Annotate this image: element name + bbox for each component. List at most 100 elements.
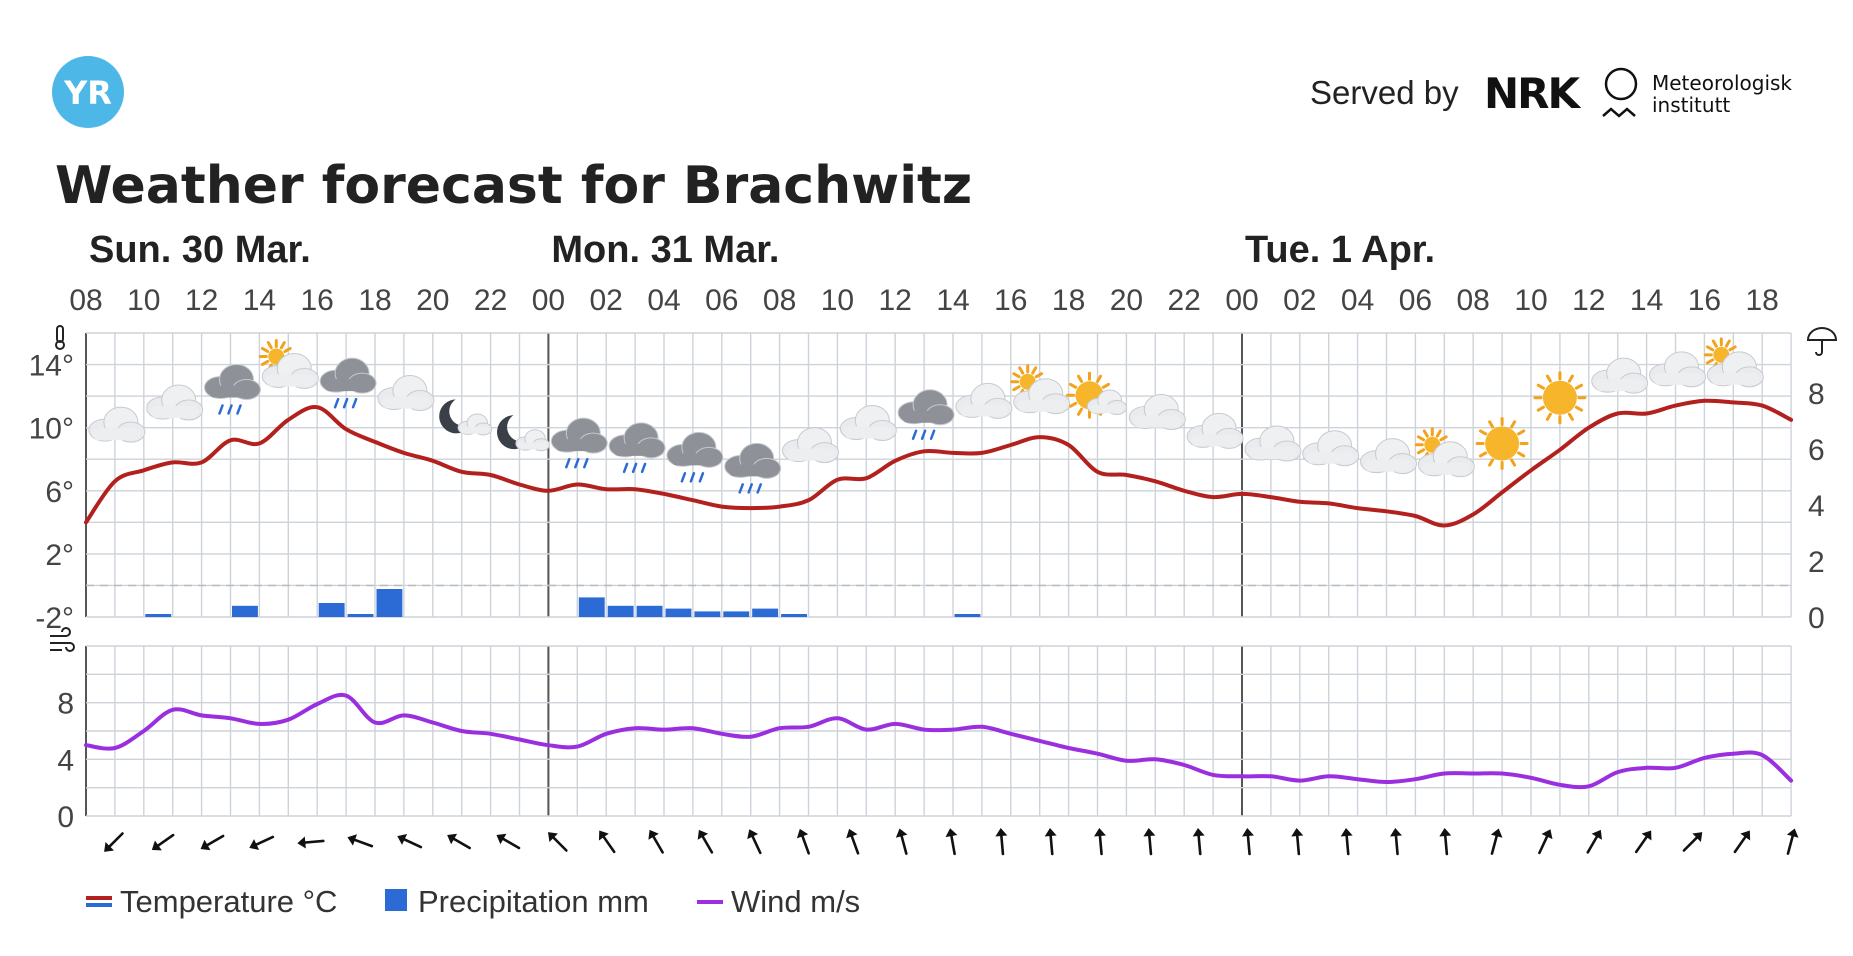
sun-ray xyxy=(279,341,286,350)
hour-label: 18 xyxy=(1052,284,1085,317)
wind-arrow-icon xyxy=(1634,830,1652,854)
nrk-logo[interactable]: NRK xyxy=(1484,69,1583,118)
page-title: Weather forecast for Brachwitz xyxy=(55,156,972,216)
precipitation-bars xyxy=(145,589,981,617)
hour-label: 10 xyxy=(1514,284,1547,317)
partly-sun-icon xyxy=(1414,427,1475,478)
rain-drop xyxy=(333,397,340,409)
precipitation-bar xyxy=(318,603,345,617)
wind-arrow-icon xyxy=(1389,828,1402,856)
sun-ray xyxy=(1077,407,1083,416)
wind-arrow-icon xyxy=(297,836,325,849)
met-logo[interactable]: Meteorologisk institutt xyxy=(1602,67,1792,118)
cloud-icon xyxy=(88,406,146,443)
wind-arrow-icon xyxy=(1340,828,1353,856)
cloud-part xyxy=(150,406,199,418)
met-logo-line2: institutt xyxy=(1652,93,1730,117)
rain-drop xyxy=(698,472,705,483)
precipitation-bar xyxy=(723,611,750,617)
legend-precipitation[interactable]: Precipitation mm xyxy=(385,884,649,919)
wind-arrow-icon xyxy=(1291,828,1304,856)
sun-ray xyxy=(260,346,270,353)
rain-icon xyxy=(204,363,261,415)
wind-arrow-head xyxy=(200,839,211,851)
wind-arrow-head xyxy=(1541,829,1553,840)
rain-drop xyxy=(756,483,762,494)
legend-temperature[interactable]: Temperature °C xyxy=(86,884,337,919)
rain-drop xyxy=(680,472,687,483)
sun-ray xyxy=(1536,405,1545,412)
sun-disc xyxy=(1542,380,1577,415)
cloud-part xyxy=(1248,447,1297,460)
wind-arrow-icon xyxy=(1786,828,1799,855)
wind-arrow-head xyxy=(1093,828,1106,837)
cloud-icon xyxy=(955,382,1013,419)
hour-label: 06 xyxy=(705,284,738,317)
cloud-icon xyxy=(1186,412,1244,449)
wind-arrow-head xyxy=(1692,832,1703,842)
wind-arrow-icon xyxy=(598,830,616,854)
wind-arrow-icon xyxy=(548,832,568,852)
rain-icon xyxy=(319,357,377,409)
wind-arrow-icon xyxy=(747,829,762,855)
hour-label: 16 xyxy=(301,284,334,317)
sun-ray xyxy=(1435,429,1442,438)
wind-arrow-icon xyxy=(347,834,374,848)
wind-arrow-icon xyxy=(397,834,423,849)
wind-arrow-icon xyxy=(945,828,958,856)
sun-ray xyxy=(1536,383,1545,390)
sun-ray xyxy=(1510,458,1517,467)
sun-ray xyxy=(1724,339,1731,348)
sun-ray xyxy=(1517,429,1526,436)
hour-label: 02 xyxy=(590,284,623,317)
cloud-icon xyxy=(1649,351,1706,388)
sun-ray xyxy=(1439,435,1448,442)
hour-label: 02 xyxy=(1283,284,1316,317)
precipitation-bar xyxy=(607,605,634,617)
cloud-icon xyxy=(1302,430,1360,467)
wind-arrow-icon xyxy=(697,829,714,854)
cloud-part xyxy=(555,439,604,452)
wind-arrow-head xyxy=(151,840,162,851)
hour-label: 12 xyxy=(879,284,912,317)
wind-arrow-head xyxy=(1143,828,1156,837)
hour-label: 20 xyxy=(1110,284,1143,317)
hour-label: 00 xyxy=(1225,284,1258,317)
yr-logo[interactable]: YR xyxy=(52,56,124,128)
wind-arrow-icon xyxy=(151,833,175,851)
sun-ray xyxy=(1096,374,1102,383)
day-label: Mon. 31 Mar. xyxy=(551,229,779,271)
sun-ray xyxy=(1031,366,1038,375)
cloud-part xyxy=(381,396,430,409)
cloud-part xyxy=(728,464,777,477)
hour-label: 14 xyxy=(1630,284,1663,317)
rain-icon xyxy=(550,417,608,469)
rain-drop xyxy=(574,457,580,469)
sun-ray xyxy=(1034,372,1044,379)
wind-arrow-icon xyxy=(1538,829,1553,855)
wind-arrow-head xyxy=(1291,828,1304,837)
sun-ray xyxy=(1517,451,1526,458)
met-logo-wave-icon xyxy=(1602,107,1636,118)
hour-label: 18 xyxy=(358,284,391,317)
legend-wind[interactable]: Wind m/s xyxy=(697,884,860,919)
sun-ray xyxy=(1422,429,1429,438)
hour-label: 10 xyxy=(821,284,854,317)
precipitation-bar xyxy=(376,589,403,617)
rain-drop xyxy=(640,462,647,474)
wind-arrow-head xyxy=(297,836,306,849)
yr-logo-text: YR xyxy=(63,74,112,112)
cloud-part xyxy=(1133,415,1182,428)
hour-label: 14 xyxy=(243,284,276,317)
rain-drop xyxy=(747,483,753,494)
sun-ray xyxy=(1068,382,1078,389)
rain-drop xyxy=(351,397,358,409)
wind-arrow-head xyxy=(496,833,507,845)
sun-ray xyxy=(1574,383,1584,390)
precipitation-bar xyxy=(578,597,605,617)
sun-ray xyxy=(1012,385,1021,392)
cloud-icon xyxy=(1591,357,1649,394)
cloud-part xyxy=(208,385,257,398)
rain-icon xyxy=(666,431,724,483)
moon-cloud-icon xyxy=(439,399,493,436)
